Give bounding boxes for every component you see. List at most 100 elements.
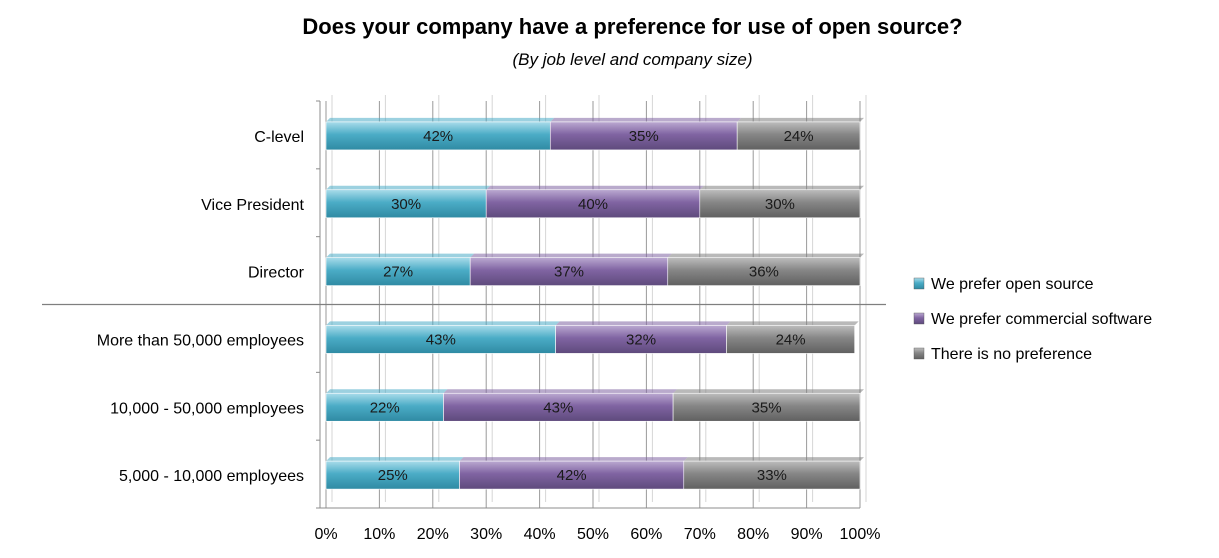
bar-top-face [699,185,864,190]
bar-segment: 36% [667,253,864,286]
bar-top-face [555,321,731,326]
chart-subtitle: (By job level and company size) [512,50,753,69]
bar-value-label: 30% [765,196,795,213]
bar [325,121,551,151]
bar [325,460,460,490]
bar-segment: 30% [699,185,864,219]
legend-swatch [913,312,925,325]
bar [726,325,855,354]
bar-segment: 24% [736,117,864,151]
bar-top-face [726,321,859,326]
bar [683,460,861,490]
x-tick-label: 60% [630,526,662,543]
x-tick-label: 30% [470,526,502,543]
bar-top-face [737,117,864,122]
bar-value-label: 43% [543,399,573,416]
bar-segment: 25% [325,457,464,490]
bar [699,189,861,219]
bar-top-face [443,389,678,394]
bar [459,460,685,490]
bar-value-label: 40% [578,196,608,213]
bar-segment: 35% [549,117,742,151]
bar-segment: 22% [325,389,448,422]
bar-segment: 35% [672,389,864,422]
bar-segment: 42% [325,117,555,151]
legend-swatch [913,347,925,360]
bar-top-face [486,185,704,190]
legend-item: We prefer open source [913,276,1094,293]
bar [549,121,738,151]
category-label: Director [248,265,305,282]
bar-value-label: 36% [749,264,779,281]
bar-value-label: 42% [557,467,587,484]
x-tick-label: 20% [417,526,449,543]
bar-segment: 40% [485,185,704,219]
bar-top-face [470,253,672,258]
x-tick-label: 100% [840,526,881,543]
category-label: 5,000 - 10,000 employees [119,468,304,485]
bar [325,189,487,219]
bar [555,325,727,354]
bar-top-face [550,117,742,122]
category-label: More than 50,000 employees [97,332,304,349]
bar-segment: 27% [325,253,475,286]
bar-top-face [667,253,864,258]
bar-segment: 30% [325,185,491,219]
bar [469,257,669,286]
legend-label: There is no preference [931,346,1092,363]
category-label: C-level [254,129,304,146]
bar-segment: 33% [683,457,864,490]
bar [667,257,861,286]
bar-segment: 43% [325,321,560,354]
legend-label: We prefer commercial software [931,311,1152,328]
category-label: Vice President [201,197,304,214]
bar [325,325,556,354]
legend-item: We prefer commercial software [913,311,1152,328]
bar-segment: 43% [443,389,678,422]
x-tick-label: 0% [314,526,337,543]
bar-top-face [326,389,448,394]
bar-top-face [459,457,688,462]
x-tick-label: 90% [791,526,823,543]
bar-value-label: 22% [370,399,400,416]
category-label: 10,000 - 50,000 employees [110,400,304,417]
bar-top-face [326,457,464,462]
bar [443,392,674,422]
legend-item: There is no preference [913,346,1092,363]
bar-value-label: 24% [776,331,806,348]
legend-swatch [913,277,925,290]
bar [485,189,701,219]
x-tick-label: 70% [684,526,716,543]
bar-value-label: 37% [554,264,584,281]
bar-value-label: 24% [784,128,814,145]
x-tick-label: 80% [737,526,769,543]
bar-segment: 24% [726,321,859,354]
bar-value-label: 43% [426,331,456,348]
bar-top-face [673,389,864,394]
bar-segment: 42% [459,457,688,490]
bar-value-label: 35% [629,128,659,145]
bar-segment: 37% [469,253,672,286]
bar-top-face [326,253,475,258]
bar-value-label: 32% [626,331,656,348]
bar [325,392,444,422]
bar [736,121,861,151]
legend-label: We prefer open source [931,276,1094,293]
bar-top-face [683,457,864,462]
x-tick-label: 50% [577,526,609,543]
bar-top-face [326,321,560,326]
bar-top-face [326,117,555,122]
x-tick-label: 10% [363,526,395,543]
x-tick-label: 40% [524,526,556,543]
bar-value-label: 27% [383,264,413,281]
bar-top-face [326,185,491,190]
bar-segment: 32% [555,321,731,354]
bar-value-label: 35% [752,399,782,416]
bar-value-label: 30% [391,196,421,213]
bar-value-label: 25% [378,467,408,484]
bar-value-label: 42% [423,128,453,145]
bar [672,392,861,422]
chart-title: Does your company have a preference for … [302,14,963,39]
bar-value-label: 33% [757,467,787,484]
